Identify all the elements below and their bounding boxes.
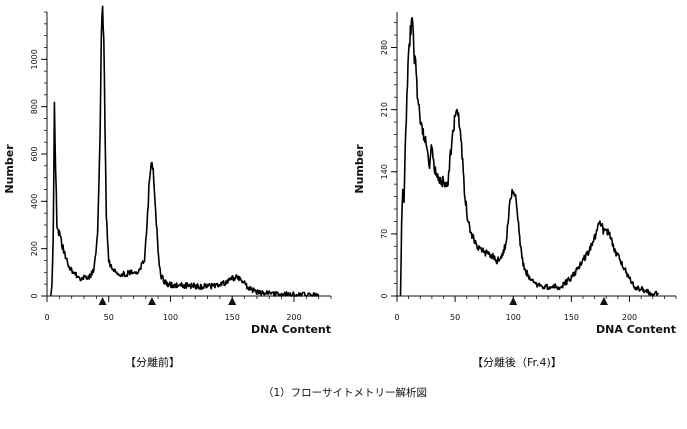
x-tick-label: 0 — [394, 313, 399, 322]
y-tick-label: 280 — [380, 40, 389, 55]
figure-caption: （1）フローサイトメトリー解析図 — [263, 387, 427, 399]
x-tick-label: 0 — [44, 313, 49, 322]
marker-triangle — [509, 297, 518, 305]
y-tick-label: 70 — [380, 229, 389, 239]
marker-triangle — [98, 297, 107, 305]
x-axis-label: DNA Content — [596, 323, 676, 336]
marker-triangle — [228, 297, 237, 305]
y-tick-label: 600 — [30, 146, 39, 161]
y-tick-label: 140 — [380, 164, 389, 179]
x-tick-label: 100 — [506, 313, 521, 322]
histogram-line — [399, 16, 660, 297]
y-tick-label: 210 — [380, 102, 389, 117]
x-axis-label: DNA Content — [251, 323, 331, 336]
y-tick-label: 200 — [30, 241, 39, 256]
x-tick-label: 50 — [450, 313, 460, 322]
panel-caption-after: 【分離後（Fr.4)】 — [472, 356, 562, 369]
y-tick-label: 0 — [380, 293, 389, 298]
x-tick-label: 50 — [104, 313, 114, 322]
y-tick-label: 0 — [30, 293, 39, 298]
marker-triangle — [599, 297, 608, 305]
y-axis-label: Number — [353, 144, 366, 194]
y-tick-label: 800 — [30, 99, 39, 114]
histogram-line — [49, 5, 320, 297]
marker-triangle — [147, 297, 156, 305]
x-tick-label: 150 — [225, 313, 240, 322]
panel-caption-before: 【分離前】 — [125, 356, 180, 369]
x-tick-label: 200 — [286, 313, 301, 322]
x-tick-label: 100 — [163, 313, 178, 322]
y-tick-label: 1000 — [30, 49, 39, 69]
x-tick-label: 200 — [622, 313, 637, 322]
x-tick-label: 150 — [564, 313, 579, 322]
y-tick-label: 400 — [30, 194, 39, 209]
y-axis-label: Number — [3, 144, 16, 194]
